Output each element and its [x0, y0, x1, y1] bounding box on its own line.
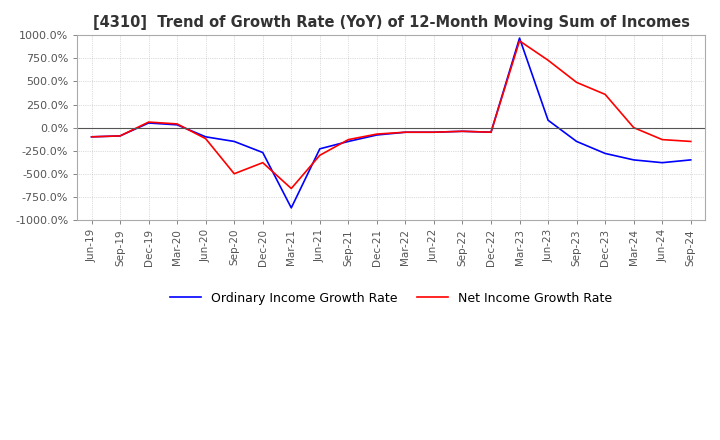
Net Income Growth Rate	[629, 125, 638, 130]
Net Income Growth Rate	[258, 160, 267, 165]
Ordinary Income Growth Rate	[572, 139, 581, 144]
Ordinary Income Growth Rate	[686, 157, 695, 162]
Net Income Growth Rate	[572, 80, 581, 85]
Ordinary Income Growth Rate	[315, 146, 324, 151]
Net Income Growth Rate	[372, 132, 381, 137]
Ordinary Income Growth Rate	[202, 134, 210, 139]
Net Income Growth Rate	[430, 129, 438, 135]
Net Income Growth Rate	[173, 121, 181, 127]
Net Income Growth Rate	[287, 186, 296, 191]
Net Income Growth Rate	[116, 133, 125, 139]
Title: [4310]  Trend of Growth Rate (YoY) of 12-Month Moving Sum of Incomes: [4310] Trend of Growth Rate (YoY) of 12-…	[93, 15, 690, 30]
Net Income Growth Rate	[600, 92, 609, 97]
Ordinary Income Growth Rate	[230, 139, 238, 144]
Ordinary Income Growth Rate	[516, 36, 524, 41]
Ordinary Income Growth Rate	[258, 150, 267, 155]
Net Income Growth Rate	[487, 129, 495, 135]
Net Income Growth Rate	[658, 137, 667, 142]
Ordinary Income Growth Rate	[658, 160, 667, 165]
Ordinary Income Growth Rate	[144, 121, 153, 126]
Net Income Growth Rate	[144, 119, 153, 125]
Ordinary Income Growth Rate	[344, 139, 353, 144]
Legend: Ordinary Income Growth Rate, Net Income Growth Rate: Ordinary Income Growth Rate, Net Income …	[165, 286, 617, 310]
Net Income Growth Rate	[315, 153, 324, 158]
Ordinary Income Growth Rate	[600, 151, 609, 156]
Net Income Growth Rate	[87, 134, 96, 139]
Ordinary Income Growth Rate	[544, 117, 552, 123]
Net Income Growth Rate	[544, 58, 552, 63]
Ordinary Income Growth Rate	[430, 129, 438, 135]
Ordinary Income Growth Rate	[401, 129, 410, 135]
Net Income Growth Rate	[686, 139, 695, 144]
Net Income Growth Rate	[344, 137, 353, 142]
Net Income Growth Rate	[230, 171, 238, 176]
Ordinary Income Growth Rate	[629, 157, 638, 162]
Ordinary Income Growth Rate	[458, 128, 467, 134]
Line: Net Income Growth Rate: Net Income Growth Rate	[91, 41, 690, 188]
Ordinary Income Growth Rate	[287, 205, 296, 210]
Ordinary Income Growth Rate	[116, 133, 125, 139]
Net Income Growth Rate	[401, 129, 410, 135]
Net Income Growth Rate	[516, 38, 524, 44]
Ordinary Income Growth Rate	[173, 122, 181, 128]
Ordinary Income Growth Rate	[487, 129, 495, 135]
Line: Ordinary Income Growth Rate: Ordinary Income Growth Rate	[91, 38, 690, 208]
Ordinary Income Growth Rate	[372, 132, 381, 138]
Net Income Growth Rate	[202, 136, 210, 141]
Ordinary Income Growth Rate	[87, 134, 96, 139]
Net Income Growth Rate	[458, 128, 467, 134]
